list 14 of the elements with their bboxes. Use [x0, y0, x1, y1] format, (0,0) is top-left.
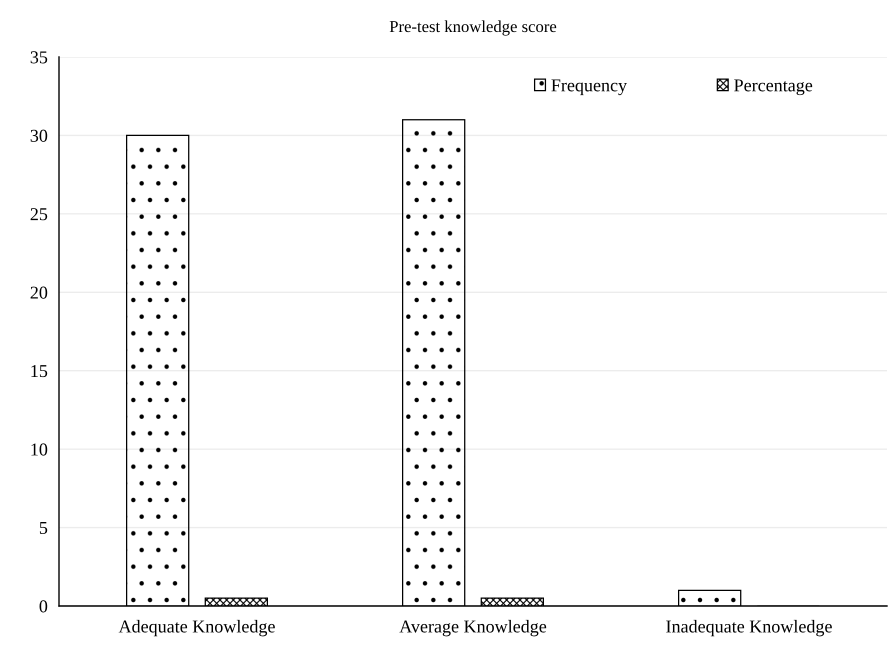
y-tick-label: 25 [30, 208, 48, 220]
x-tick-label: Adequate Knowledge [118, 620, 275, 636]
y-tick-label: 10 [31, 443, 48, 456]
legend-label: Percentage [734, 79, 812, 96]
y-tick-label: 20 [30, 286, 48, 299]
y-tick-label: 15 [31, 365, 48, 378]
y-tick-label: 30 [30, 130, 48, 142]
x-tick-label: Inadequate Knowledge [666, 620, 832, 636]
x-tick-label: Average Knowledge [399, 620, 546, 636]
chart-title: Pre-test knowledge score [390, 20, 556, 36]
y-tick-label: 35 [30, 51, 48, 64]
legend-label: Frequency [551, 79, 627, 96]
y-tick-label: 0 [40, 600, 48, 612]
y-tick-label: 5 [40, 522, 48, 534]
